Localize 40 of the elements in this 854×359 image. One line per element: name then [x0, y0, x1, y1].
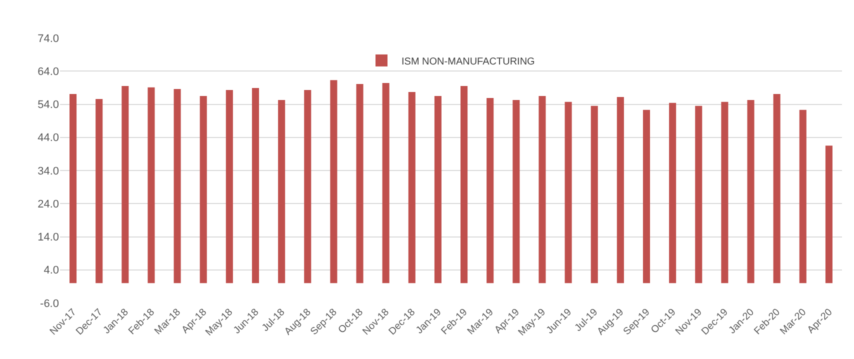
bar [747, 100, 754, 284]
y-tick-label: 24.0 [38, 198, 59, 210]
bar [642, 110, 650, 284]
bar [721, 102, 728, 284]
bar [538, 96, 546, 284]
bar [356, 84, 364, 284]
y-tick-label: 34.0 [38, 165, 59, 178]
bar [252, 88, 260, 284]
bar [434, 96, 442, 284]
y-tick-label: 64.0 [38, 66, 59, 78]
bar [200, 96, 207, 284]
bar [122, 86, 129, 284]
y-tick-label: 44.0 [38, 132, 59, 144]
bar [512, 100, 520, 284]
bar [825, 146, 832, 284]
y-tick-label: 4.0 [44, 264, 59, 277]
bar [304, 90, 312, 284]
bar [382, 83, 390, 284]
bar [408, 92, 416, 284]
bar [226, 90, 233, 284]
bar [330, 80, 338, 284]
bar [70, 94, 77, 284]
bar [616, 96, 624, 284]
bar [669, 102, 676, 284]
y-tick-label: 14.0 [38, 232, 59, 244]
y-tick-label: -6.0 [40, 298, 59, 310]
y-tick-label: 74.0 [38, 32, 59, 45]
bar [174, 89, 181, 284]
bar [96, 98, 103, 284]
bar [590, 106, 598, 284]
bar [564, 102, 572, 284]
bar [148, 87, 155, 284]
bar [278, 100, 286, 284]
bar [773, 94, 780, 284]
y-tick-label: 54.0 [38, 99, 59, 112]
bar [695, 106, 702, 284]
legend-label: ISM NON-MANUFACTURING [402, 56, 536, 68]
bar [799, 110, 806, 284]
bar [460, 86, 468, 284]
bar [486, 98, 494, 284]
